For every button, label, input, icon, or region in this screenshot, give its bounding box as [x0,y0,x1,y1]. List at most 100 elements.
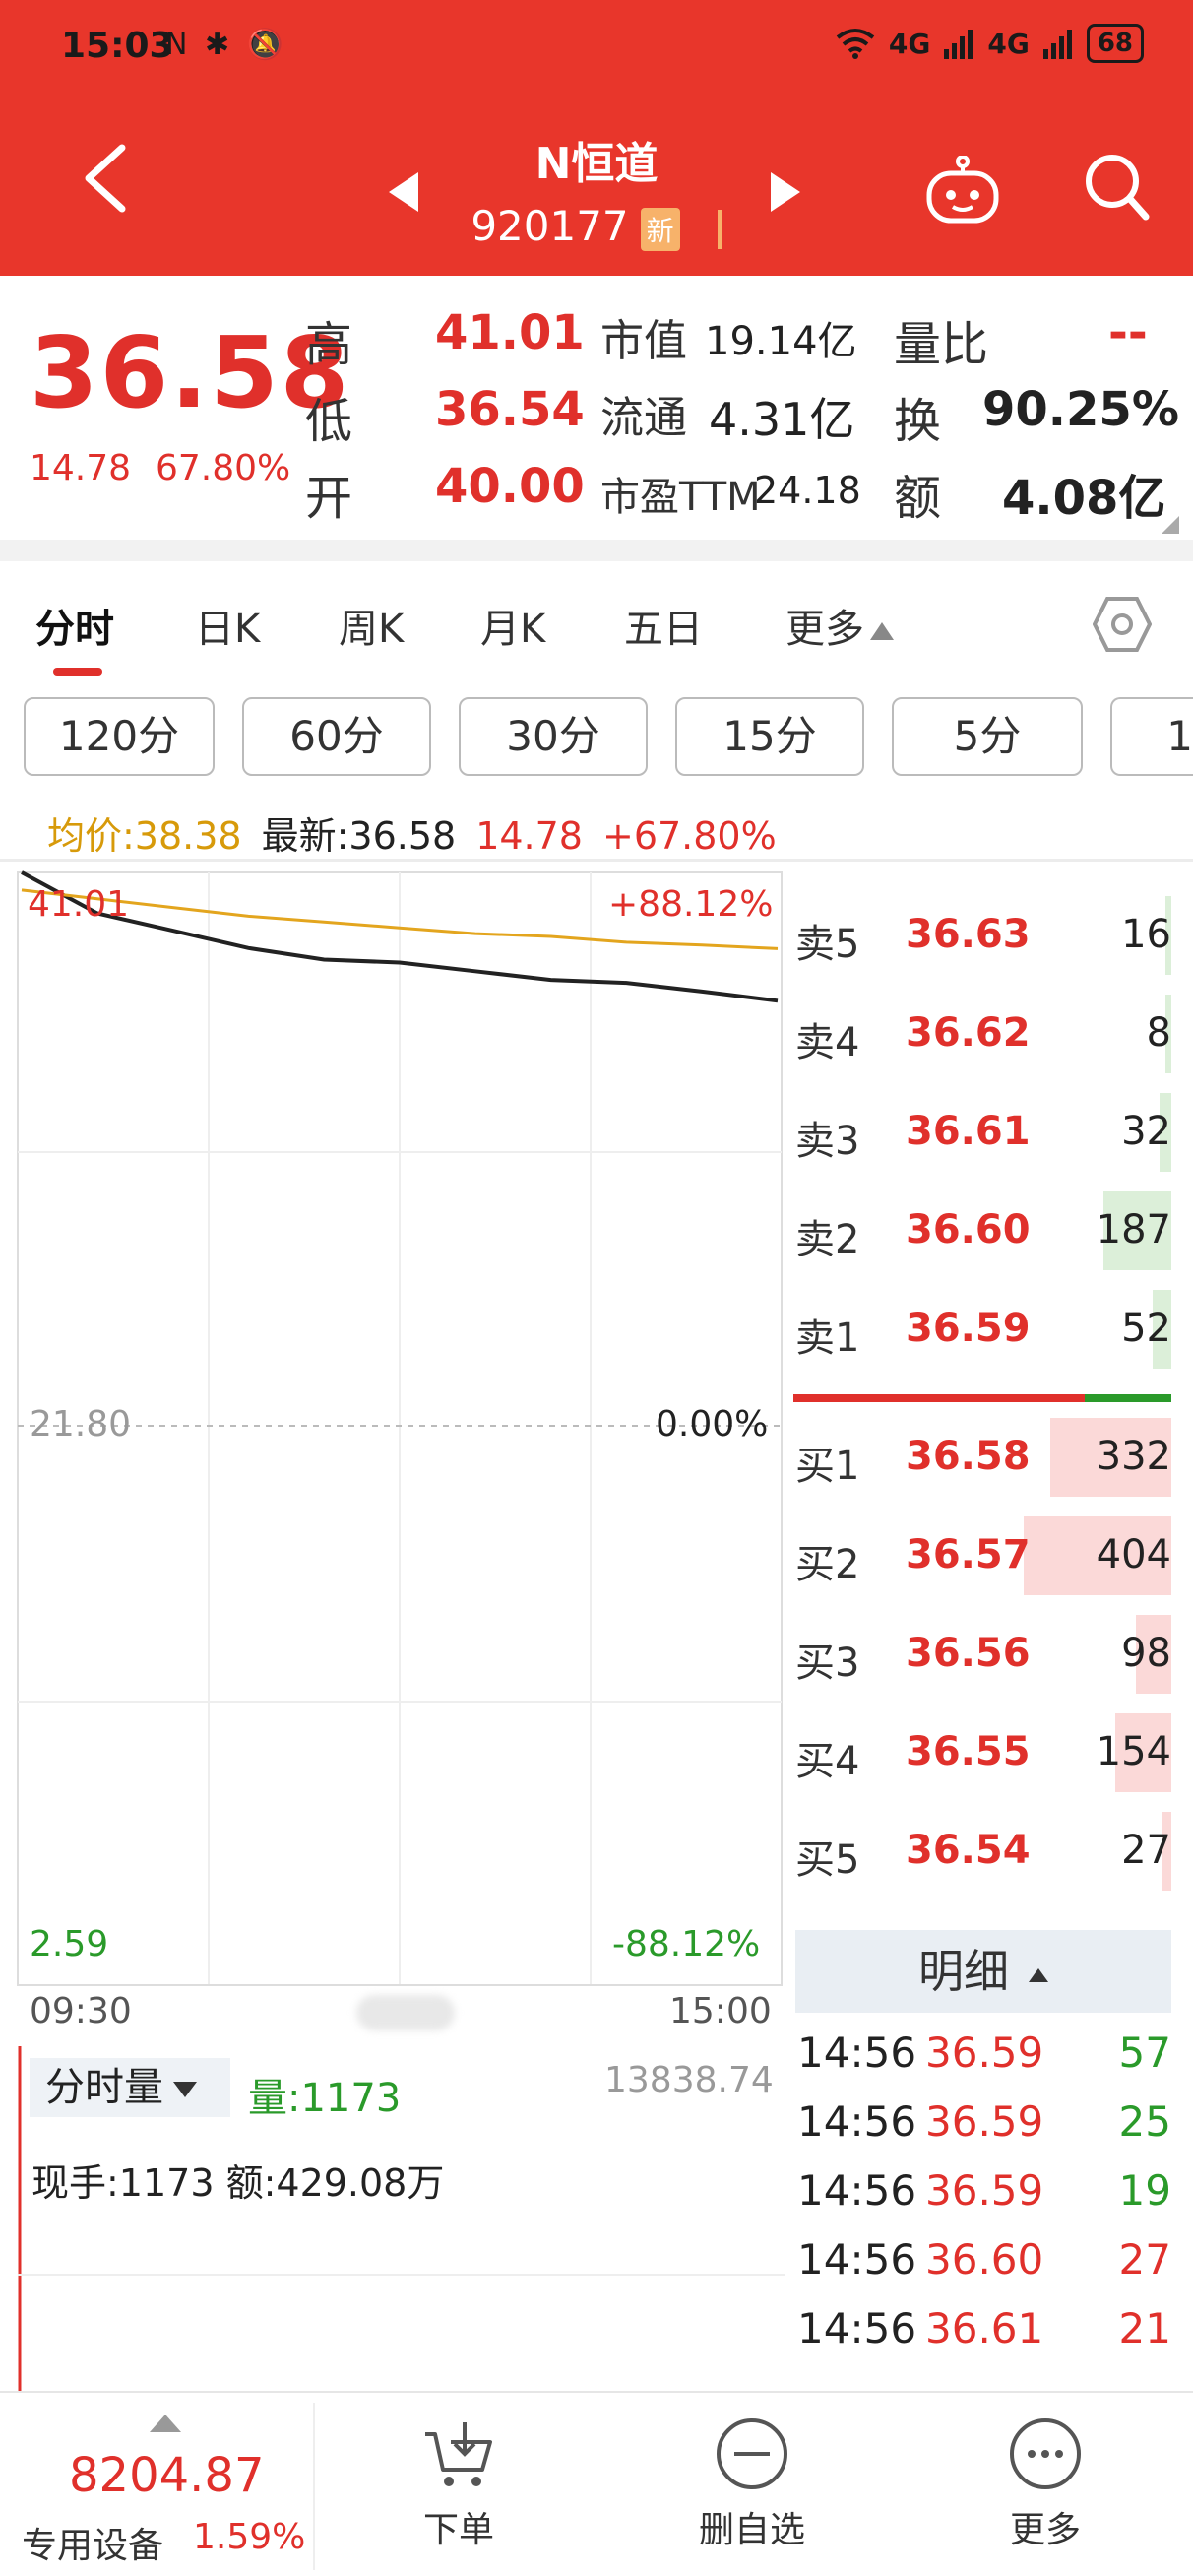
time-start-label: 09:30 [30,1991,132,2031]
tab-daily-k[interactable]: 日K [195,607,261,652]
bid-row-3[interactable]: 买3 36.56 98 [795,1605,1171,1704]
price-change: 14.78 [30,448,132,488]
current-price: 36.58 [30,315,351,430]
avg-row-separator [0,859,1193,862]
turnover-label: 换 [894,394,942,449]
subtab-5min[interactable]: 5分 [892,697,1083,776]
book-level-name: 卖5 [795,922,860,967]
chart-series-group [21,870,779,1003]
volume-type-dropdown[interactable]: 分时量 [30,2058,230,2117]
depth-bar [1165,896,1171,975]
book-level-name: 卖3 [795,1119,860,1164]
pe-value: 24.18 [754,469,861,512]
detail-row: 14:56 36.60 27 [797,2225,1171,2294]
detail-volume: 27 [1118,2235,1171,2284]
detail-volume: 19 [1118,2166,1171,2215]
sector-index-value[interactable]: 8204.87 [69,2448,265,2503]
tab-weekly-k[interactable]: 周K [339,607,405,652]
float-label: 流通 [600,393,687,443]
ask-row-1[interactable]: 卖5 36.63 16 [795,886,1171,985]
subtab-30min[interactable]: 30分 [459,697,648,776]
book-volume: 8 [1146,1010,1171,1056]
tab-more-label: 更多 [785,607,864,652]
subtab-60min[interactable]: 60分 [242,697,431,776]
bid-row-4[interactable]: 买4 36.55 154 [795,1704,1171,1802]
book-level-name: 卖1 [795,1316,860,1361]
place-order-label: 下单 [422,2510,494,2550]
book-volume: 16 [1121,912,1171,957]
search-icon[interactable] [1081,148,1152,226]
new-badge: 新 [640,207,680,251]
ask-row-3[interactable]: 卖3 36.61 32 [795,1083,1171,1182]
book-volume: 98 [1121,1631,1171,1676]
status-bar: 15:03 N ✱ 🔕 4G 4G 68 [0,0,1193,98]
section-separator [0,540,1193,561]
detail-header[interactable]: 明细 [795,1930,1171,2013]
book-level-name: 买2 [795,1542,860,1587]
subtab-15min[interactable]: 15分 [675,697,864,776]
book-price: 36.61 [906,1109,1031,1154]
minus-circle-icon [717,2418,787,2489]
next-stock-arrow-icon[interactable] [771,172,800,212]
back-arrow-icon[interactable] [81,144,130,213]
detail-header-label: 明细 [918,1945,1009,1998]
tab-monthly-k[interactable]: 月K [480,607,546,652]
volume-panel-frame [18,2046,785,2391]
depth-bar [1024,1516,1171,1595]
detail-price: 36.60 [925,2235,1044,2284]
tab-more[interactable]: 更多 [785,597,894,654]
caret-up-icon [1029,1967,1048,1982]
book-level-name: 买5 [795,1837,860,1883]
book-volume: 187 [1096,1207,1171,1253]
index-caret-up-icon[interactable] [150,2415,181,2432]
volume-max: 13838.74 [604,2060,774,2100]
intraday-chart[interactable] [0,867,787,1989]
amount-value: 4.08亿 [1002,471,1166,526]
active-tab-indicator [53,668,102,676]
tab-intraday[interactable]: 分时 [35,607,114,652]
tab-five-day[interactable]: 五日 [624,607,703,652]
book-volume: 332 [1096,1434,1171,1479]
subtab-120min[interactable]: 120分 [24,697,215,776]
ask-row-2[interactable]: 卖4 36.62 8 [795,985,1171,1083]
place-order-button[interactable]: 下单 [360,2413,557,2552]
chart-bottom-right-label: -88.12% [612,1924,761,1964]
depth-bar [1152,1290,1171,1369]
detail-price: 36.61 [925,2304,1044,2352]
remove-watchlist-button[interactable]: 删自选 [654,2413,850,2552]
robot-assistant-icon[interactable] [923,156,1002,225]
detail-row: 14:56 36.61 21 [797,2294,1171,2363]
bid-row-1[interactable]: 买1 36.58 332 [795,1408,1171,1507]
settings-hexagon-icon[interactable] [1093,595,1152,654]
price-change-pct: 67.80% [156,448,291,488]
chart-tabs: 分时 日K 周K 月K 五日 更多 [0,571,1193,679]
app-header: 15:03 N ✱ 🔕 4G 4G 68 N恒道 9 [0,0,1193,276]
bottom-action-bar [0,2391,1193,2576]
book-volume: 154 [1096,1729,1171,1774]
signal-2-icon: 4G [987,27,1030,60]
detail-time: 14:56 [797,2304,917,2352]
ask-row-5[interactable]: 卖1 36.59 52 [795,1280,1171,1379]
detail-row: 14:56 36.59 25 [797,2088,1171,2157]
subtab-1min[interactable]: 1 [1110,697,1193,776]
signal-bars-1-icon [944,30,973,59]
float-value: 4.31亿 [709,393,855,446]
ask-row-4[interactable]: 卖2 36.60 187 [795,1182,1171,1280]
bid-row-5[interactable]: 买5 36.54 27 [795,1802,1171,1900]
status-notification-icons: N ✱ 🔕 [165,28,288,62]
prev-stock-arrow-icon[interactable] [389,172,418,212]
turnover-value: 90.25% [982,382,1179,437]
period-subtabs: 120分 60分 30分 15分 5分 1 [0,697,1193,776]
depth-bar [1161,1812,1171,1891]
book-price: 36.62 [906,1010,1031,1056]
avg-price-row: 均价:38.38 最新:36.58 14.78 +67.80% [47,805,777,860]
stock-name: N恒道 [534,139,659,189]
bid-row-2[interactable]: 买2 36.57 404 [795,1507,1171,1605]
book-level-name: 买4 [795,1739,860,1784]
book-volume: 52 [1121,1306,1171,1351]
book-price: 36.60 [906,1207,1031,1253]
detail-time: 14:56 [797,2235,917,2284]
expand-corner-icon[interactable] [1162,516,1179,534]
more-button[interactable]: 更多 [947,2413,1144,2552]
low-label: 低 [305,394,353,449]
